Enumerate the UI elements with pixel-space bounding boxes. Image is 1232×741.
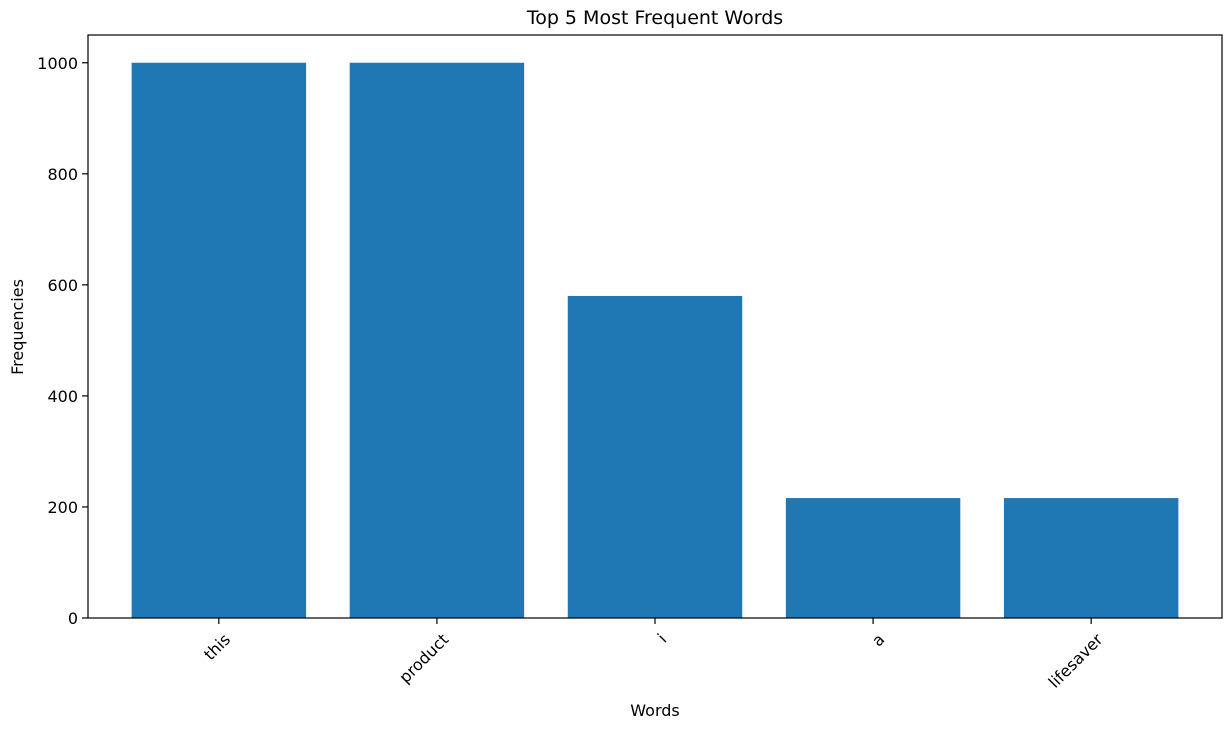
chart-title: Top 5 Most Frequent Words: [526, 7, 783, 29]
x-tick-label-this: this: [200, 630, 234, 664]
bars: [131, 62, 1179, 618]
bar-lifesaver: [1003, 498, 1179, 618]
x-tick-label-product: product: [395, 630, 452, 687]
y-tick-label: 800: [47, 165, 78, 184]
y-tick-label: 400: [47, 387, 78, 406]
bar-this: [131, 62, 307, 618]
y-tick-label: 1000: [37, 54, 78, 73]
plot-frame: [87, 34, 1223, 619]
y-tick-label: 200: [47, 498, 78, 517]
bar-i: [567, 295, 743, 618]
x-tick-label-a: a: [868, 630, 888, 650]
y-axis-ticks: 0 200 400 600 800 1000: [37, 54, 88, 628]
y-tick-label: 0: [68, 609, 78, 628]
y-axis-label: Frequencies: [8, 279, 27, 375]
x-tick-label-lifesaver: lifesaver: [1045, 630, 1107, 692]
x-axis-ticks: this product i a lifesaver: [200, 618, 1107, 692]
x-axis-label: Words: [630, 701, 679, 720]
bar-product: [349, 62, 525, 618]
bar-a: [785, 498, 961, 618]
x-tick-label-i: i: [654, 630, 671, 647]
y-tick-label: 600: [47, 276, 78, 295]
